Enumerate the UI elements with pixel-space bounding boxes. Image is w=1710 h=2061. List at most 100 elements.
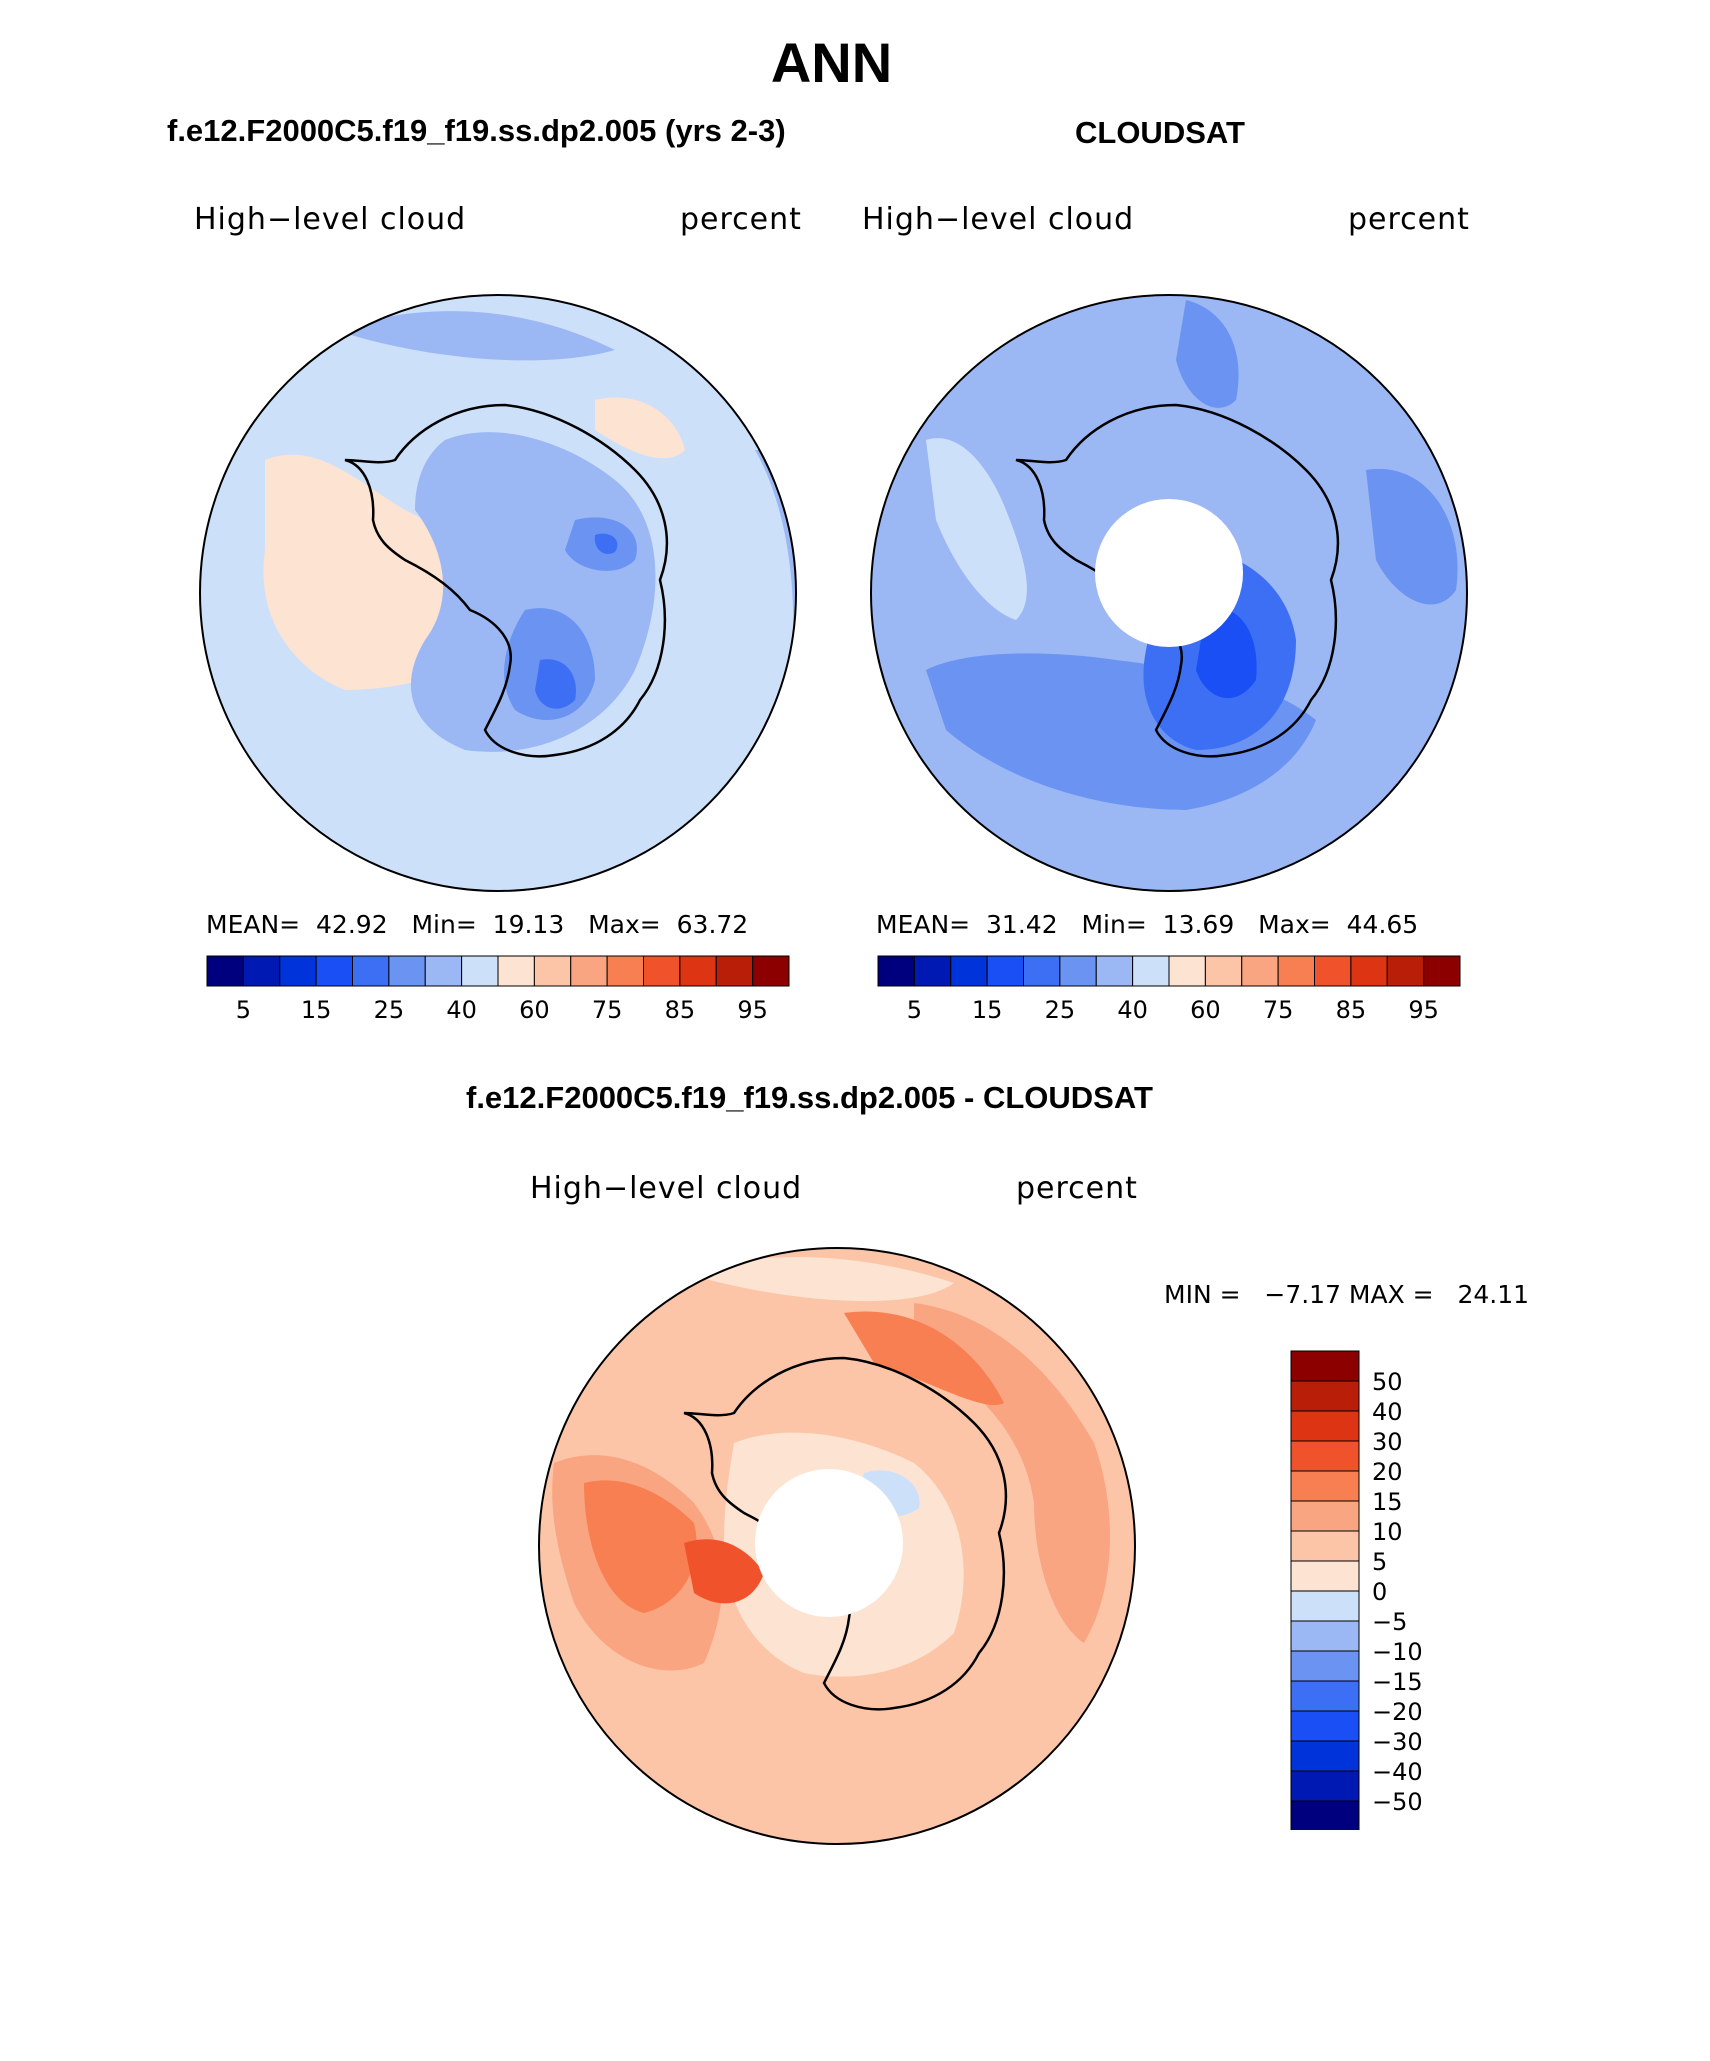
map-2-boundary [870,294,1468,892]
diff-colorbar-tick-label: 5 [1372,1548,1387,1576]
panel-1-colorbar-swatch-6 [424,955,463,987]
panel-2-colorbar-swatch-2 [950,955,988,987]
diff-units: percent [1016,1171,1138,1206]
panel-1-colorbar-swatch-3 [315,955,353,987]
panel-2-min-label: Min= [1081,910,1147,939]
diff-contour-north-high [844,1311,1004,1405]
diff-colorbar-tick-label: 20 [1372,1458,1403,1486]
diff-colorbar-tick-label: −15 [1372,1668,1423,1696]
panel-1-colorbar-tick-label: 75 [592,996,623,1024]
panel-1-colorbar-tick-label: 25 [374,996,405,1024]
panel-1-variable: High−level cloud [194,202,467,237]
map-1-contour-east-warm [595,397,685,459]
diff-colorbar-tick-label: −40 [1372,1758,1423,1786]
diff-colorbar-tick-label: −30 [1372,1728,1423,1756]
panel-1-mean-label: MEAN= [206,910,301,939]
map-1-boundary [199,294,797,892]
panel-1-max-value: 63.72 [676,910,749,939]
map-2-contour-peninsula-light [926,438,1027,620]
panel-1-map [199,294,797,892]
diff-colorbar-swatch-12 [1290,1710,1360,1742]
panel-2-colorbar-swatch-8 [1168,955,1206,987]
panel-2-colorbar: 5 15 25 40 60 75 85 95 [877,955,1461,1024]
diff-colorbar-tick-label: −20 [1372,1698,1423,1726]
diff-colorbar-swatch-2 [1290,1410,1360,1442]
panel-1-colorbar-swatch-0 [206,955,244,987]
panel-2-colorbar-swatch-10 [1241,955,1279,987]
panel-2-colorbar-tick-label: 40 [1117,996,1148,1024]
panel-2-colorbar-swatch-5 [1059,955,1097,987]
diff-colorbar-tick-label: 50 [1372,1368,1403,1396]
diff-colorbar-swatch-9 [1290,1620,1360,1652]
panel-2-colorbar-swatch-12 [1314,955,1352,987]
panel-2-colorbar-swatch-9 [1204,955,1243,987]
panel-2-units: percent [1348,202,1470,237]
panel-2-min-value: 13.69 [1162,910,1235,939]
panel-2-colorbar-swatch-15 [1423,955,1461,987]
panel-2-colorbar-swatch-14 [1386,955,1425,987]
panel-2-colorbar-swatch-11 [1277,955,1315,987]
panel-1-colorbar-swatch-1 [242,955,281,987]
diff-missing-data-hole [755,1469,903,1617]
panel-1-colorbar-swatch-12 [643,955,681,987]
panel-1-heading: f.e12.F2000C5.f19_f19.ss.dp2.005 (yrs 2-… [167,113,786,148]
panel-2-colorbar-tick-label: 5 [907,996,922,1024]
diff-contour-peak [684,1539,764,1604]
panel-2-colorbar-swatch-4 [1023,955,1061,987]
panel-2-max-value: 44.65 [1346,910,1419,939]
panel-2-colorbar-swatch-7 [1132,955,1170,987]
panel-1-units: percent [680,202,802,237]
panel-2-colorbar-swatch-0 [877,955,915,987]
diff-colorbar-tick-label: 40 [1372,1398,1403,1426]
panel-2-colorbar-tick-label: 15 [972,996,1003,1024]
diff-variable: High−level cloud [530,1171,803,1206]
diff-colorbar-swatch-0 [1290,1350,1360,1382]
diff-colorbar-tick-label: −10 [1372,1638,1423,1666]
panel-1-colorbar-tick-label: 40 [446,996,477,1024]
diff-colorbar-swatch-8 [1290,1590,1360,1622]
map-2-contour-east-blob [1366,468,1458,605]
diff-heading: f.e12.F2000C5.f19_f19.ss.dp2.005 - CLOUD… [466,1080,1153,1115]
diff-colorbar-swatch-5 [1290,1500,1360,1532]
map-1-contour-min [535,659,576,709]
diff-colorbar-tick-label: 10 [1372,1518,1403,1546]
panel-1-colorbar-tick-label: 85 [665,996,696,1024]
map-1-contour-north-band [335,311,615,361]
diff-colorbar-tick-label: −50 [1372,1788,1423,1816]
diff-contour-east-ring [914,1303,1111,1643]
panel-1-colorbar-tick-label: 15 [301,996,332,1024]
diff-colorbar-tick-label: 0 [1372,1578,1387,1606]
panel-1-mean-value: 42.92 [316,910,388,939]
panel-2-colorbar-tick-label: 85 [1336,996,1367,1024]
panel-1-colorbar-swatch-14 [715,955,754,987]
panel-2-map [870,294,1468,892]
panel-2-colorbar-swatch-3 [986,955,1024,987]
panel-2-heading: CLOUDSAT [1075,115,1245,150]
panel-2-colorbar-tick-label: 60 [1190,996,1221,1024]
diff-colorbar-swatch-15 [1290,1800,1360,1830]
figure-title: ANN [770,31,893,94]
panel-2-colorbar-tick-label: 95 [1408,996,1439,1024]
panel-2-colorbar-tick-label: 25 [1045,996,1076,1024]
panel-2-colorbar-swatch-6 [1095,955,1134,987]
diff-contour-west-high [584,1480,697,1613]
panel-1-colorbar-tick-label: 5 [236,996,251,1024]
panel-1-colorbar-swatch-8 [497,955,535,987]
diff-colorbar-tick-label: 15 [1372,1488,1403,1516]
diff-map-boundary [538,1247,1136,1845]
diff-colorbar-swatch-3 [1290,1440,1360,1472]
panel-1-colorbar-swatch-9 [533,955,572,987]
diff-colorbar-swatch-1 [1290,1380,1360,1412]
map-2-contour-north-blob [1176,300,1239,408]
panel-2-stats: MEAN= 31.42 Min= 13.69 Max= 44.65 [876,910,1418,939]
panel-1-colorbar-swatch-11 [606,955,644,987]
panel-1-colorbar-swatch-5 [388,955,426,987]
diff-map [538,1247,1136,1845]
panel-1-colorbar-tick-label: 95 [737,996,768,1024]
panel-2-colorbar-tick-label: 75 [1263,996,1294,1024]
map-2-missing-data-hole [1095,499,1243,647]
panel-1-colorbar-tick-label: 60 [519,996,550,1024]
panel-1-colorbar-swatch-4 [352,955,390,987]
panel-1-min-value: 19.13 [492,910,565,939]
